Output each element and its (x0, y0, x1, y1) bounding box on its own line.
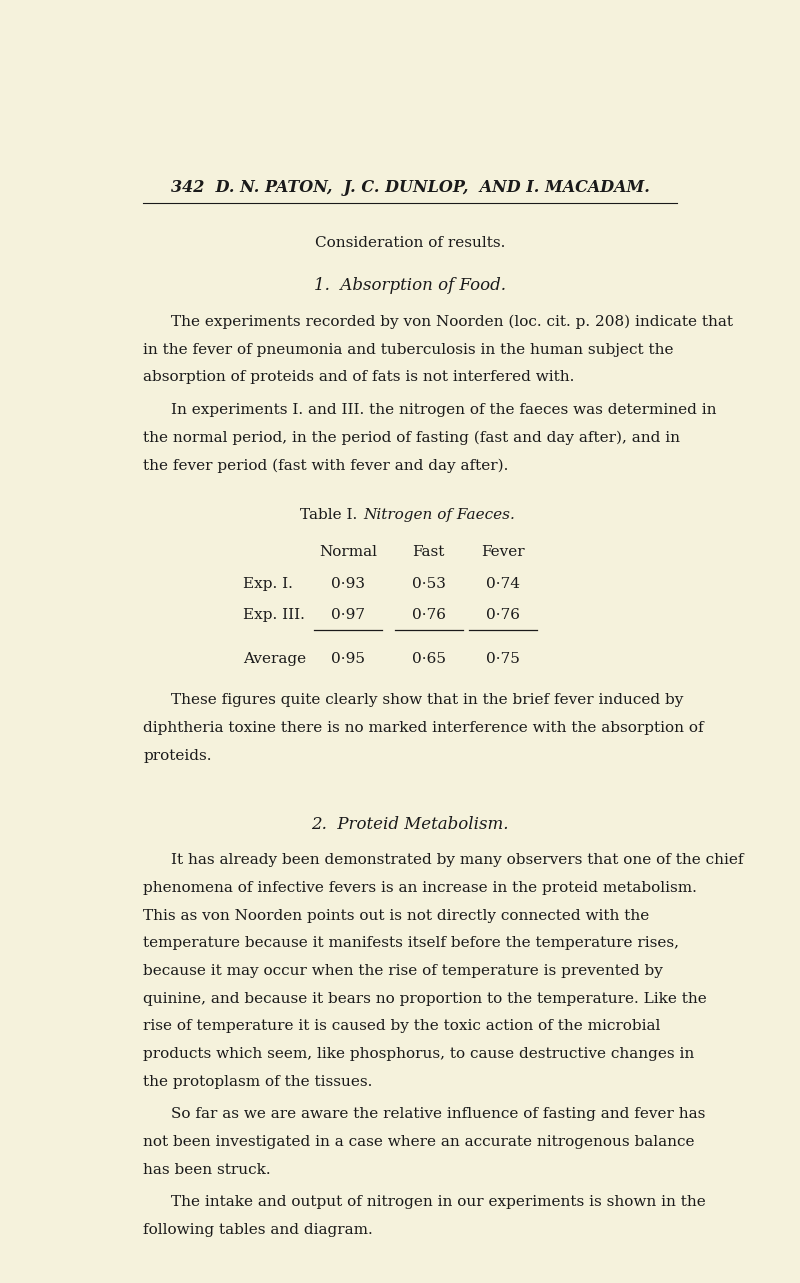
Text: rise of temperature it is caused by the toxic action of the microbial: rise of temperature it is caused by the … (143, 1020, 661, 1033)
Text: 0·53: 0·53 (412, 577, 446, 590)
Text: in the fever of pneumonia and tuberculosis in the human subject the: in the fever of pneumonia and tuberculos… (143, 343, 674, 357)
Text: Consideration of results.: Consideration of results. (315, 236, 505, 250)
Text: the fever period (fast with fever and day after).: the fever period (fast with fever and da… (143, 458, 509, 472)
Text: diphtheria toxine there is no marked interference with the absorption of: diphtheria toxine there is no marked int… (143, 721, 704, 735)
Text: products which seem, like phosphorus, to cause destructive changes in: products which seem, like phosphorus, to… (143, 1047, 694, 1061)
Text: has been struck.: has been struck. (143, 1162, 271, 1177)
Text: phenomena of infective fevers is an increase in the proteid metabolism.: phenomena of infective fevers is an incr… (143, 881, 698, 896)
Text: absorption of proteids and of fats is not interfered with.: absorption of proteids and of fats is no… (143, 371, 574, 385)
Text: Fever: Fever (481, 545, 525, 559)
Text: following tables and diagram.: following tables and diagram. (143, 1223, 373, 1237)
Text: proteids.: proteids. (143, 749, 212, 762)
Text: Exp. III.: Exp. III. (242, 608, 305, 622)
Text: The experiments recorded by von Noorden (loc. cit. p. 208) indicate that: The experiments recorded by von Noorden … (171, 316, 734, 330)
Text: Table I.: Table I. (300, 508, 358, 522)
Text: 2.  Proteid Metabolism.: 2. Proteid Metabolism. (311, 816, 509, 833)
Text: 1.  Absorption of Food.: 1. Absorption of Food. (314, 277, 506, 295)
Text: The intake and output of nitrogen in our experiments is shown in the: The intake and output of nitrogen in our… (171, 1196, 706, 1209)
Text: It has already been demonstrated by many observers that one of the chief: It has already been demonstrated by many… (171, 853, 744, 867)
Text: In experiments I. and III. the nitrogen of the faeces was determined in: In experiments I. and III. the nitrogen … (171, 403, 717, 417)
Text: So far as we are aware the relative influence of fasting and fever has: So far as we are aware the relative infl… (171, 1107, 706, 1121)
Text: Average: Average (242, 652, 306, 666)
Text: 0·95: 0·95 (331, 652, 365, 666)
Text: 0·76: 0·76 (412, 608, 446, 622)
Text: quinine, and because it bears no proportion to the temperature. Like the: quinine, and because it bears no proport… (143, 992, 707, 1006)
Text: Normal: Normal (319, 545, 377, 559)
Text: Exp. I.: Exp. I. (242, 577, 293, 590)
Text: These figures quite clearly show that in the brief fever induced by: These figures quite clearly show that in… (171, 693, 684, 707)
Text: temperature because it manifests itself before the temperature rises,: temperature because it manifests itself … (143, 937, 679, 951)
Text: 0·65: 0·65 (412, 652, 446, 666)
Text: Fast: Fast (413, 545, 445, 559)
Text: This as von Noorden points out is not directly connected with the: This as von Noorden points out is not di… (143, 908, 650, 922)
Text: 0·75: 0·75 (486, 652, 520, 666)
Text: because it may occur when the rise of temperature is prevented by: because it may occur when the rise of te… (143, 964, 663, 978)
Text: 0·97: 0·97 (331, 608, 365, 622)
Text: the protoplasm of the tissues.: the protoplasm of the tissues. (143, 1075, 373, 1089)
Text: 342  D. N. PATON,  J. C. DUNLOP,  AND I. MACADAM.: 342 D. N. PATON, J. C. DUNLOP, AND I. MA… (170, 178, 650, 196)
Text: 0·74: 0·74 (486, 577, 520, 590)
Text: 0·93: 0·93 (331, 577, 365, 590)
Text: not been investigated in a case where an accurate nitrogenous balance: not been investigated in a case where an… (143, 1135, 695, 1150)
Text: Nitrogen of Faeces.: Nitrogen of Faeces. (363, 508, 515, 522)
Text: 0·76: 0·76 (486, 608, 520, 622)
Text: the normal period, in the period of fasting (fast and day after), and in: the normal period, in the period of fast… (143, 431, 680, 445)
